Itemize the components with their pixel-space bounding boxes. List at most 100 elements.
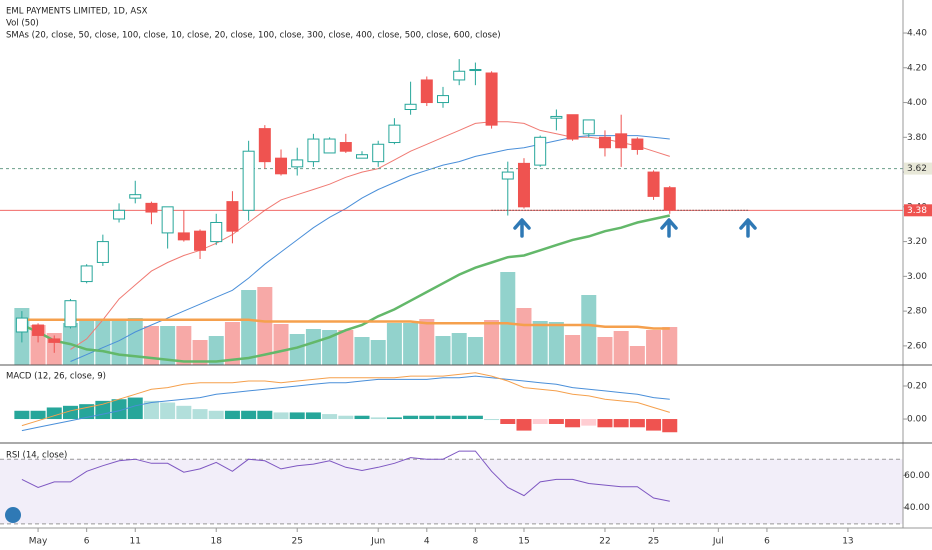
logo	[5, 507, 21, 523]
rsi-label: RSI (14, close)	[6, 451, 67, 461]
candle-body	[32, 324, 45, 336]
y-tick-label: 4.20	[907, 63, 927, 73]
volume-bar	[403, 323, 419, 365]
candle-body	[453, 70, 466, 81]
macd-histogram-bar	[548, 419, 564, 424]
macd-histogram-bar	[176, 405, 192, 420]
y-tick-label: 40.00	[904, 503, 930, 513]
x-tick-label: 11	[130, 537, 141, 547]
macd-histogram-bar	[257, 410, 273, 420]
candle-body	[177, 232, 190, 241]
x-tick-label: 6	[764, 537, 770, 547]
macd-histogram-bar	[565, 419, 581, 428]
macd-histogram-bar	[354, 415, 370, 420]
volume-bar	[565, 335, 581, 365]
volume-bar	[386, 323, 402, 365]
macd-label: MACD (12, 26, close, 9)	[6, 372, 106, 382]
volume-bar	[143, 326, 159, 365]
volume-bar	[646, 330, 662, 365]
macd-histogram-bar	[629, 419, 645, 428]
volume-bar	[338, 330, 354, 365]
volume-bar	[500, 272, 516, 365]
x-tick-label: Jun	[370, 537, 385, 547]
macd-histogram-bar	[646, 419, 662, 431]
x-tick-label: 6	[84, 537, 90, 547]
macd-histogram-bar	[516, 419, 532, 431]
volume-bar	[597, 337, 613, 365]
volume-bar	[257, 287, 273, 365]
x-tick-label: 22	[599, 537, 610, 547]
candle-body	[615, 133, 628, 149]
volume-bar	[273, 324, 289, 365]
candle-body	[404, 103, 417, 110]
rsi-line	[21, 450, 670, 502]
macd-histogram-bar	[30, 410, 46, 420]
y-tick-label: 0.20	[907, 381, 927, 391]
macd-line	[21, 375, 670, 432]
macd-histogram-bar	[532, 419, 548, 424]
y-tick-label: 0.00	[907, 415, 927, 425]
macd-histogram-bar	[127, 397, 143, 420]
x-tick-label: May	[29, 537, 48, 547]
y-tick-label: 3.20	[907, 237, 927, 247]
x-tick-label: Jul	[712, 537, 724, 547]
macd-histogram-bar	[62, 405, 78, 420]
prev-price-label: 3.62	[907, 164, 927, 174]
rsi-band	[0, 459, 903, 524]
volume-bar	[613, 331, 629, 365]
candle-body	[113, 209, 126, 220]
macd-histogram-bar	[370, 417, 386, 420]
y-tick-label: 60.00	[904, 471, 930, 481]
volume-bar	[354, 337, 370, 365]
macd-histogram-bar	[273, 412, 289, 420]
volume-bar	[176, 326, 192, 365]
x-tick-label: 25	[648, 537, 659, 547]
candle-body	[631, 138, 644, 150]
volume-bar	[451, 333, 467, 365]
prev-price-box	[904, 162, 932, 175]
candle-body	[356, 154, 369, 159]
volume-bar	[79, 320, 95, 365]
volume-bar	[127, 318, 143, 365]
volume-bar	[289, 334, 305, 365]
volume-label: Vol (50)	[6, 19, 39, 29]
candle-body	[388, 124, 401, 144]
macd-histogram-bar	[322, 414, 338, 420]
y-tick-label: 2.80	[907, 307, 927, 317]
arrow	[513, 218, 531, 238]
y-tick-label: 3.80	[907, 133, 927, 143]
volume-bar	[467, 337, 483, 365]
macd-line	[21, 372, 670, 427]
candle-body	[647, 171, 660, 197]
volume-bar	[629, 346, 645, 365]
macd-histogram-bar	[386, 417, 402, 420]
macd-histogram-bar	[613, 419, 629, 428]
candle-body	[339, 142, 352, 152]
candle-body	[129, 194, 142, 199]
candle-body	[663, 187, 676, 211]
x-tick-label: 25	[291, 537, 302, 547]
macd-histogram-bar	[208, 410, 224, 420]
chart-title: EML PAYMENTS LIMITED, 1D, ASX	[6, 7, 148, 17]
macd-histogram-bar	[289, 412, 305, 420]
y-tick-label: 4.00	[907, 98, 927, 108]
volume-bar	[224, 322, 240, 365]
x-tick-label: 13	[842, 537, 853, 547]
arrow	[739, 218, 757, 238]
macd-histogram-bar	[305, 412, 321, 420]
macd-histogram-bar	[581, 419, 597, 426]
macd-histogram-bar	[500, 419, 516, 424]
volume-bar	[662, 327, 678, 365]
sma-line	[21, 214, 671, 363]
volume-bar	[581, 295, 597, 365]
macd-histogram-bar	[46, 407, 62, 420]
candle-body	[64, 300, 77, 328]
candle-body	[161, 206, 174, 234]
macd-histogram-bar	[111, 399, 127, 420]
macd-histogram-bar	[241, 410, 257, 420]
sma-line	[21, 318, 670, 330]
candle-body	[96, 241, 109, 263]
